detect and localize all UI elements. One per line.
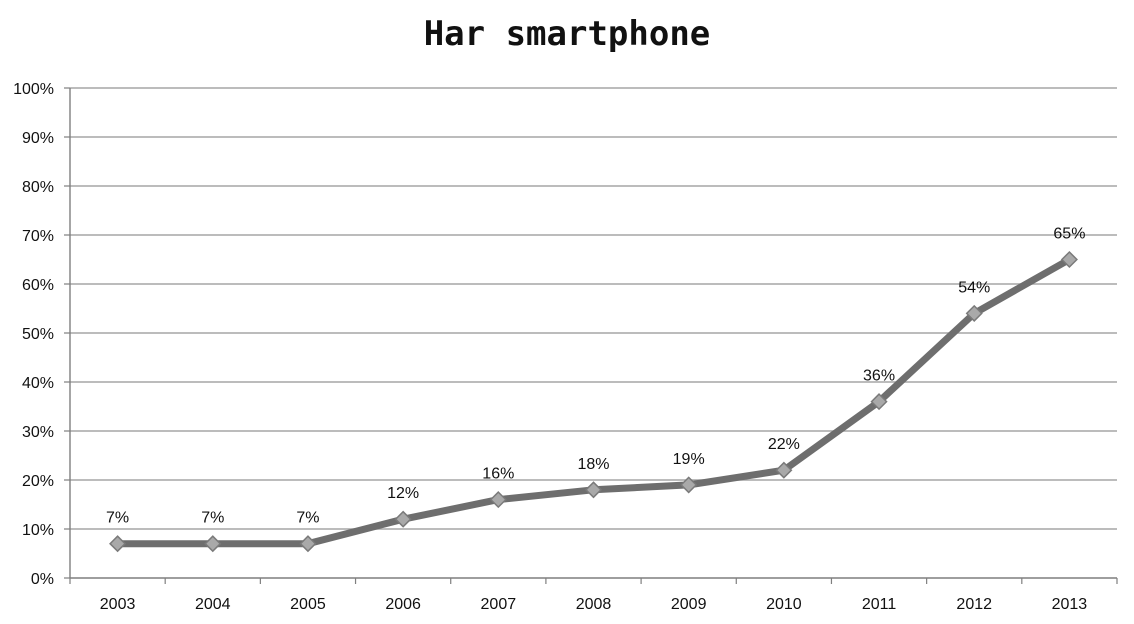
x-tick-label: 2003 (100, 596, 136, 613)
y-tick-label: 30% (22, 424, 54, 441)
data-label: 65% (1053, 226, 1085, 243)
gridlines (70, 87, 1117, 530)
y-tick-label: 80% (22, 179, 54, 196)
x-tick-label: 2007 (481, 596, 517, 613)
data-point-marker (584, 481, 603, 499)
y-tick-label: 70% (22, 228, 54, 245)
x-tick-label: 2009 (671, 596, 707, 613)
axes (64, 87, 1118, 584)
data-label: 7% (201, 510, 224, 527)
data-label: 12% (387, 485, 419, 502)
data-point-marker (775, 461, 793, 479)
data-label: 18% (577, 456, 609, 473)
y-tick-label: 20% (22, 473, 54, 490)
x-tick-label: 2005 (290, 596, 326, 613)
x-tick-label: 2011 (862, 596, 897, 613)
x-tick-label: 2006 (385, 596, 421, 613)
y-tick-label: 90% (22, 130, 54, 147)
y-tick-label: 100% (13, 81, 54, 98)
y-tick-label: 40% (22, 375, 54, 392)
y-tick-label: 0% (31, 571, 54, 588)
y-tick-label: 10% (22, 522, 54, 539)
x-tick-label: 2008 (576, 596, 612, 613)
data-label: 7% (106, 510, 129, 527)
data-point-marker (965, 304, 983, 322)
data-label: 7% (296, 510, 319, 527)
data-label: 16% (482, 466, 514, 483)
series-line (114, 256, 1073, 548)
data-point-marker (204, 535, 222, 553)
x-tick-label: 2004 (195, 596, 231, 613)
x-tick-label: 2010 (766, 596, 802, 613)
data-label: 54% (958, 279, 990, 296)
data-label: 19% (673, 451, 705, 468)
data-label: 22% (768, 436, 800, 453)
data-point-marker (870, 393, 888, 411)
data-labels: 7% 7% 7% 12% 16% 18% 19% 22% 36% 54% 65% (106, 226, 1085, 527)
x-axis-tick-labels: 2003 2004 2005 2006 2007 2008 2009 2010 2011 2012… (100, 596, 1088, 613)
y-tick-label: 50% (22, 326, 54, 343)
data-label: 36% (863, 368, 895, 385)
data-point-marker (1060, 250, 1078, 269)
data-point-marker (299, 535, 317, 553)
y-axis-tick-labels: 0% 10% 20% 30% 40% 50% 60% 70% 80% 90% 100% (13, 81, 54, 588)
series-smartphone (109, 250, 1078, 553)
data-point-marker (680, 476, 698, 494)
y-tick-label: 60% (22, 277, 54, 294)
data-point-marker (394, 510, 412, 528)
data-point-marker (489, 491, 507, 509)
x-tick-label: 2012 (956, 596, 992, 613)
chart-title: Har smartphone (423, 14, 711, 54)
data-point-marker (109, 535, 127, 553)
x-tick-label: 2013 (1052, 596, 1088, 613)
